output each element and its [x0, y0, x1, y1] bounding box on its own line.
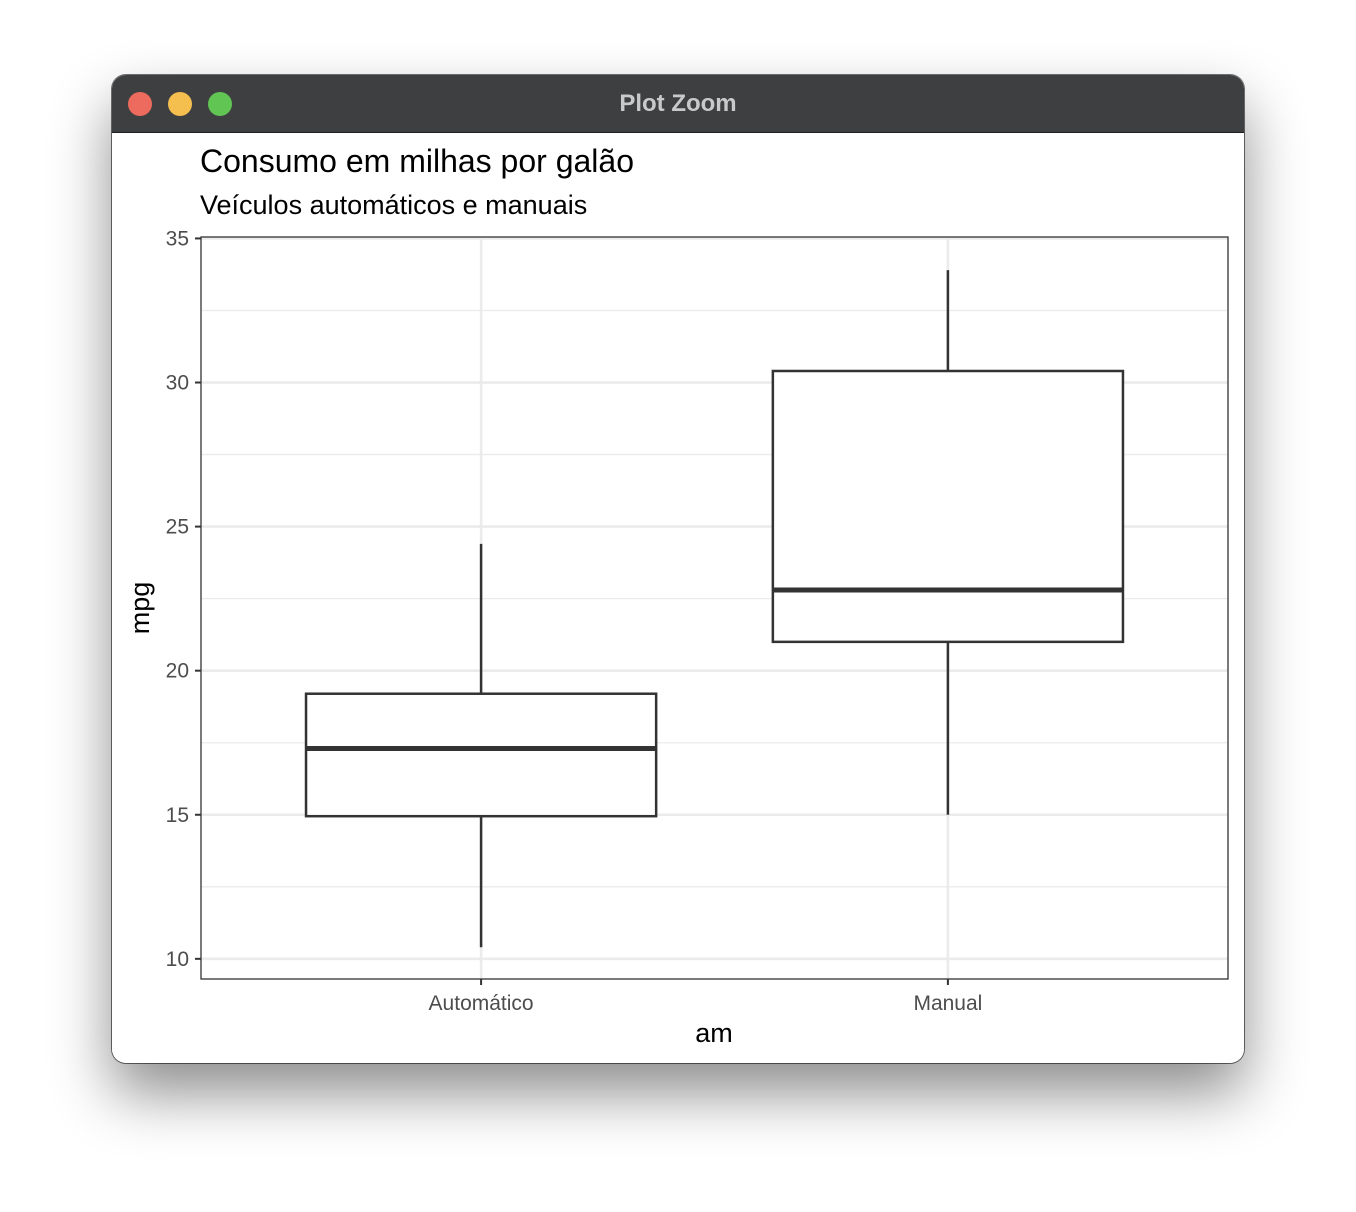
x-axis-label: am — [695, 1018, 733, 1048]
boxplot-chart: 10 15 20 25 30 35 Automático Manual Consumo em… — [125, 143, 1229, 1048]
box-manual — [771, 270, 1125, 815]
y-tick-label: 30 — [166, 372, 189, 395]
y-axis-ticks: 10 15 20 25 30 35 — [166, 227, 201, 971]
y-tick-label: 20 — [166, 660, 189, 683]
window-title: Plot Zoom — [619, 90, 737, 117]
box-body — [304, 692, 658, 818]
plot-area: 10 15 20 25 30 35 Automático Manual Consumo em… — [112, 133, 1244, 1063]
y-tick-label: 10 — [166, 948, 189, 971]
y-tick-label: 35 — [166, 227, 189, 250]
box-body — [771, 369, 1125, 644]
chart-subtitle: Veículos automáticos e manuais — [200, 190, 587, 220]
box-automatico — [304, 543, 658, 948]
maximize-window-button[interactable] — [208, 92, 232, 116]
title-bar[interactable]: Plot Zoom — [112, 75, 1244, 133]
plot-zoom-window: Plot Zoom 10 15 20 25 30 35 Automático Manual … — [112, 75, 1244, 1063]
x-axis-ticks: Automático Manual — [429, 979, 982, 1015]
y-axis-label: mpg — [125, 582, 155, 635]
panel-border — [200, 236, 1229, 980]
close-window-button[interactable] — [128, 92, 152, 116]
x-tick-label: Manual — [913, 992, 982, 1015]
y-tick-label: 25 — [166, 516, 189, 539]
boxes — [304, 270, 1125, 948]
chart-title: Consumo em milhas por galão — [200, 143, 634, 179]
minimize-window-button[interactable] — [168, 92, 192, 116]
x-tick-label: Automático — [429, 992, 534, 1015]
y-tick-label: 15 — [166, 804, 189, 827]
